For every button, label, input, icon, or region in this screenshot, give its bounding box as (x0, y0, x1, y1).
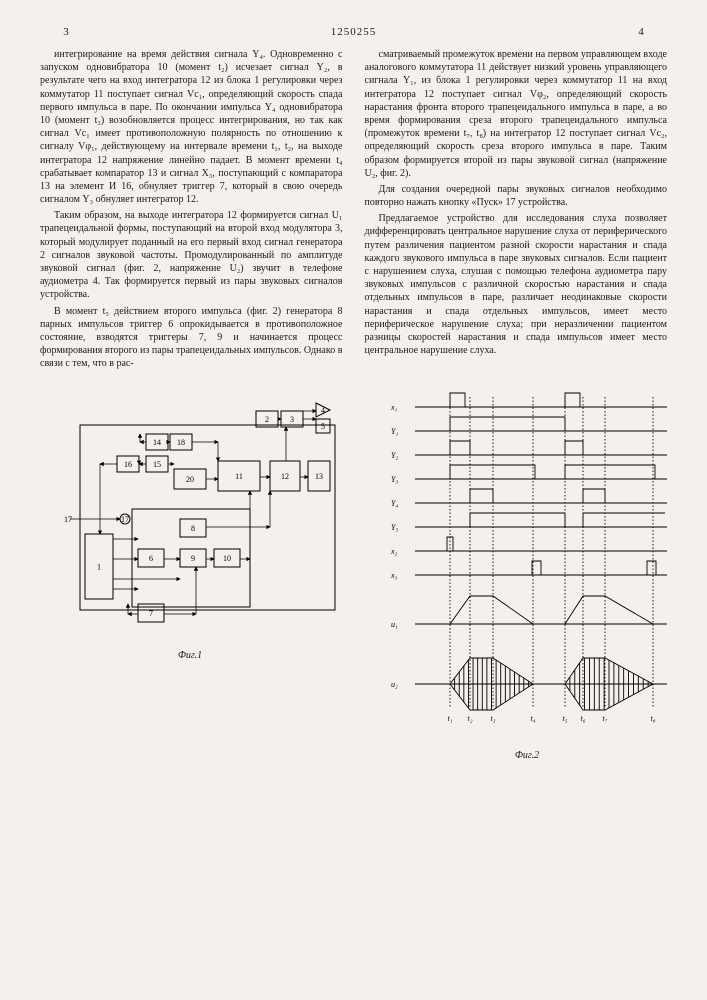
block-label-3: 3 (290, 415, 294, 424)
trace-label: x₁ (390, 403, 398, 412)
paragraph: Таким образом, на выходе интегратора 12 … (40, 209, 343, 301)
block-label-13: 13 (315, 472, 323, 481)
figure-1-caption: Фиг.1 (40, 650, 340, 661)
trace-label: Y₅ (391, 523, 398, 532)
page-header: 3 1250255 4 (40, 26, 667, 38)
block-label-2: 2 (265, 415, 269, 424)
tick-label: t₄ (530, 714, 535, 723)
trapezoid (450, 596, 533, 624)
outer-frame (80, 425, 335, 610)
figure-1: 1234567891011121314151617182017 Фиг.1 (40, 389, 340, 761)
block-label-6: 6 (149, 554, 153, 563)
tick-label: t₁ (447, 714, 452, 723)
trace-label: Y₄ (391, 499, 398, 508)
block-label-10: 10 (223, 554, 231, 563)
tick-label: t₃ (490, 714, 495, 723)
trace-label: x₃ (390, 571, 398, 580)
figures-row: 1234567891011121314151617182017 Фиг.1 x₁… (40, 389, 667, 761)
trapezoid (565, 596, 653, 624)
tick-label: t₆ (580, 714, 585, 723)
tick-label: t₂ (467, 714, 472, 723)
block-label-4: 4 (321, 406, 325, 415)
block-label-11: 11 (235, 472, 243, 481)
page-number-left: 3 (46, 26, 86, 38)
block-label-1: 1 (97, 562, 101, 571)
trace-line (415, 417, 665, 431)
block-label-8: 8 (191, 524, 195, 533)
block-label-17: 17 (121, 515, 129, 524)
page-number-right: 4 (621, 26, 661, 38)
document-number: 1250255 (86, 26, 621, 38)
block-label-20: 20 (186, 475, 194, 484)
paragraph: В момент t₅ действием второго импульса (… (40, 305, 343, 371)
tick-label: t₇ (602, 714, 607, 723)
trace-label: u₂ (391, 680, 398, 689)
trace-line (415, 561, 665, 575)
block-label-14: 14 (153, 438, 161, 447)
block-label-16: 16 (124, 460, 132, 469)
tick-label: t₈ (650, 714, 655, 723)
block-label-18: 18 (177, 438, 185, 447)
figure-2: x₁tY₁tY₂tY₃tY₄tY₅tx₂tx₃tu₁tu₂tt₁t₂t₃t₄t₅… (387, 389, 667, 761)
block-label-7: 7 (149, 609, 153, 618)
trace-line (415, 489, 665, 503)
trace-label: Y₂ (391, 451, 398, 460)
paragraph: интегрирование на время действия сигнала… (40, 48, 343, 206)
trace-label: u₁ (391, 620, 398, 629)
trace-line (415, 513, 665, 527)
trace-label: Y₁ (391, 427, 398, 436)
body-text: интегрирование на время действия сигнала… (40, 48, 667, 371)
trace-line (415, 465, 665, 479)
trace-line (415, 393, 665, 407)
trace-label: x₂ (390, 547, 398, 556)
tick-label: t₅ (562, 714, 567, 723)
block-label-5: 5 (321, 422, 325, 431)
block-label-15: 15 (153, 460, 161, 469)
trace-line (415, 441, 665, 455)
figure-2-caption: Фиг.2 (387, 750, 667, 761)
page: 3 1250255 4 интегрирование на время дейс… (0, 0, 707, 1000)
trace-label: Y₃ (391, 475, 398, 484)
block-label-9: 9 (191, 554, 195, 563)
timing-diagram: x₁tY₁tY₂tY₃tY₄tY₅tx₂tx₃tu₁tu₂tt₁t₂t₃t₄t₅… (387, 389, 667, 739)
block-label-12: 12 (281, 472, 289, 481)
paragraph: Для создания очередной пары звуковых сиг… (365, 183, 668, 209)
pin-17-label: 17 (64, 515, 72, 524)
trace-line (415, 537, 665, 551)
paragraph: сматриваемый промежуток времени на перво… (365, 48, 668, 180)
paragraph: Предлагаемое устройство для исследования… (365, 212, 668, 357)
block-diagram: 1234567891011121314151617182017 (40, 389, 340, 639)
